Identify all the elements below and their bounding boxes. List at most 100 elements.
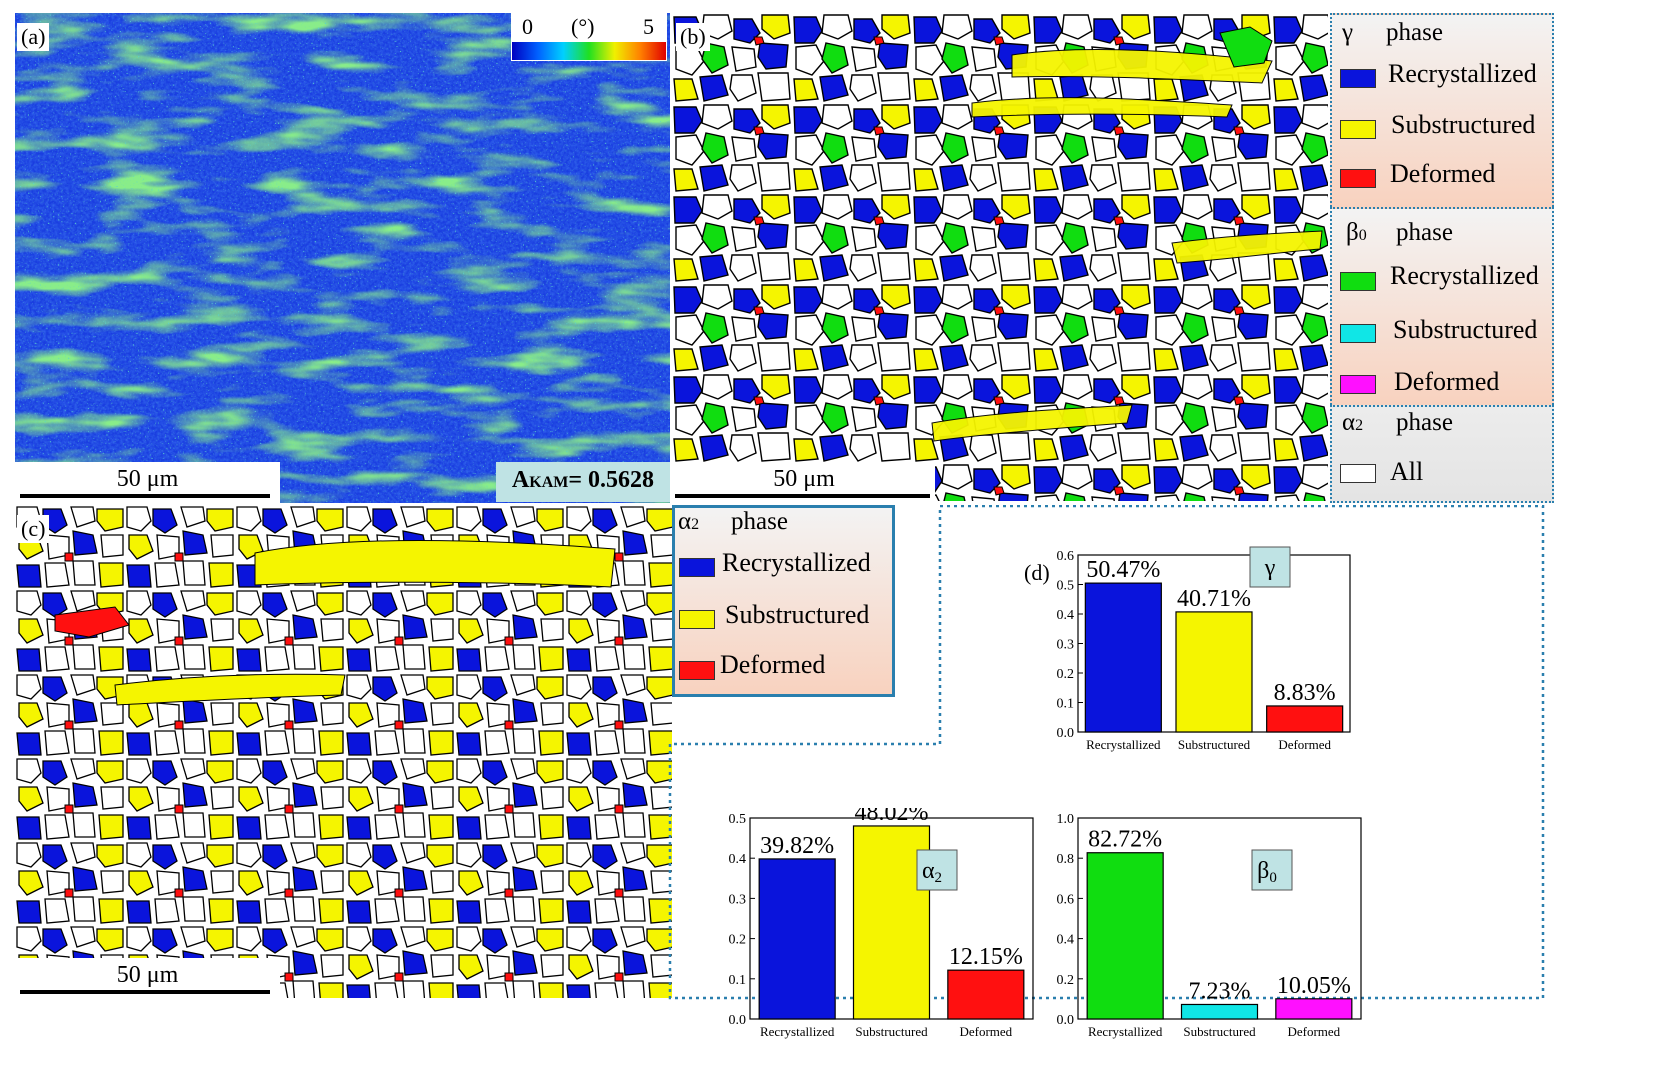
akam-value-box: AKAM= 0.5628 [496,462,670,502]
bar-value-label: 7.23% [1189,978,1251,1004]
y-tick-label: 0.6 [1057,549,1075,564]
svg-text:γ: γ [1264,555,1276,581]
bar-recrystallized [758,858,836,1020]
legend-symbol: α [1342,409,1356,436]
bar-value-label: 82.72% [1088,827,1162,853]
bar-value-label: 48.02% [855,808,929,826]
akam-subscript: KAM [529,474,569,491]
legend-phase-symbol: β0 [1346,219,1367,247]
x-tick-label: Recrystallized [1086,737,1161,752]
legend-b-beta: β0 phase Recrystallized Substructured De… [1330,207,1554,405]
x-tick-label: Substructured [1183,1024,1256,1039]
x-tick-label: Deformed [1287,1024,1340,1039]
bar-value-label: 39.82% [760,833,834,859]
scale-bar-line [20,494,270,498]
y-tick-label: 1.0 [1057,812,1075,827]
bar-value-label: 8.83% [1274,680,1336,706]
bar-value-label: 40.71% [1177,586,1251,612]
grain-map-b-image [672,13,1328,501]
bar-substructured [1175,611,1253,733]
x-tick-label: Recrystallized [1088,1024,1163,1039]
legend-phase-title: phase [1396,409,1453,436]
x-tick-label: Substructured [855,1024,928,1039]
bar-deformed [1266,705,1344,733]
akam-value: = 0.5628 [568,467,655,493]
panel-b-letter: (b) [676,23,710,51]
y-tick-label: 0.0 [1057,726,1075,741]
y-tick-label: 0.3 [1057,638,1075,653]
legend-swatch [1340,324,1376,343]
legend-swatch [1340,169,1376,188]
kam-map [15,13,670,503]
legend-symbol-sub: 2 [691,516,700,533]
legend-symbol: α [678,508,692,535]
y-tick-label: 0.8 [1057,852,1075,867]
legend-item-label: Deformed [720,650,826,679]
y-tick-label: 0.4 [1057,608,1075,623]
legend-phase-symbol: α2 [678,508,699,536]
legend-item-label: Recrystallized [1390,261,1539,290]
legend-phase-symbol: γ [1342,19,1354,46]
panel-d-frame [668,505,1545,1000]
scale-bar-label: 50 μm [116,466,179,492]
legend-item-label: Recrystallized [1388,59,1537,88]
x-tick-label: Recrystallized [760,1024,835,1039]
bar-value-label: 12.15% [949,944,1023,970]
chart-beta0: 0.0 0.2 0.4 0.6 0.8 1.0 82.72% Recrystallized 7.… [1057,812,1362,1039]
legend-swatch [1340,464,1376,483]
chart-gamma: 0.0 0.1 0.2 0.3 0.4 0.5 0.6 50.47% Recrystallize… [1057,546,1351,752]
y-tick-label: 0.5 [1057,579,1075,594]
y-tick-label: 0.2 [1057,667,1075,682]
scale-bar-line [20,990,270,994]
legend-item-label: Substructured [1391,110,1536,139]
phase-badge: β0 [1251,849,1293,891]
scale-bar-c: 50 μm [15,958,280,998]
kam-colorbar: 0 (°) 5 [511,13,667,61]
phase-badge: α2 [916,849,958,891]
legend-swatch [1340,69,1376,88]
legend-phase-title: phase [1386,19,1443,46]
chart-alpha2: 0.0 0.1 0.2 0.3 0.4 0.5 39.82% Recrystallized 48… [729,808,1034,1039]
bar-substructured [1180,1003,1259,1020]
bar-deformed [1275,998,1353,1020]
legend-swatch [1340,120,1376,139]
y-tick-label: 0.2 [729,933,747,948]
x-tick-label: Deformed [959,1024,1012,1039]
x-tick-label: Deformed [1278,737,1331,752]
y-tick-label: 0.4 [1057,933,1075,948]
bar-recrystallized [1086,852,1164,1020]
colorbar-gradient [512,42,666,60]
legend-swatch [1340,272,1376,291]
legend-item-label: All [1390,457,1424,486]
legend-phase-symbol: α2 [1342,409,1363,437]
legend-item-label: Deformed [1394,367,1500,396]
scale-bar-label: 50 μm [116,962,179,988]
legend-item-label: Deformed [1390,159,1496,188]
y-tick-label: 0.0 [1057,1013,1075,1028]
legend-swatch [679,661,715,680]
legend-swatch [1340,375,1376,394]
y-tick-label: 0.4 [729,852,747,867]
legend-b-gamma: γ phase Recrystallized Substructured Def… [1330,13,1554,207]
legend-phase-title: phase [731,508,788,535]
x-tick-label: Substructured [1178,737,1251,752]
kam-map-image [15,13,670,503]
grain-map-c [15,505,672,998]
y-tick-label: 0.5 [729,812,747,827]
legend-c-alpha: α2 phase Recrystallized Substructured De… [672,505,895,697]
panel-d-letter: (d) [1024,560,1050,585]
colorbar-max: 5 [643,14,654,39]
legend-swatch [679,610,715,629]
legend-swatch [679,558,715,577]
y-tick-label: 0.1 [1057,697,1075,712]
legend-item-label: Recrystallized [722,548,871,577]
bar-value-label: 10.05% [1277,973,1351,999]
bar-deformed [947,969,1025,1020]
bar-value-label: 50.47% [1086,557,1160,583]
bar-recrystallized [1084,582,1162,733]
y-tick-label: 0.0 [729,1013,747,1028]
panel-a-letter: (a) [17,23,50,51]
y-tick-label: 0.1 [729,973,747,988]
grain-map-c-image [15,505,672,998]
legend-b-alpha: α2 phase All [1330,405,1554,503]
